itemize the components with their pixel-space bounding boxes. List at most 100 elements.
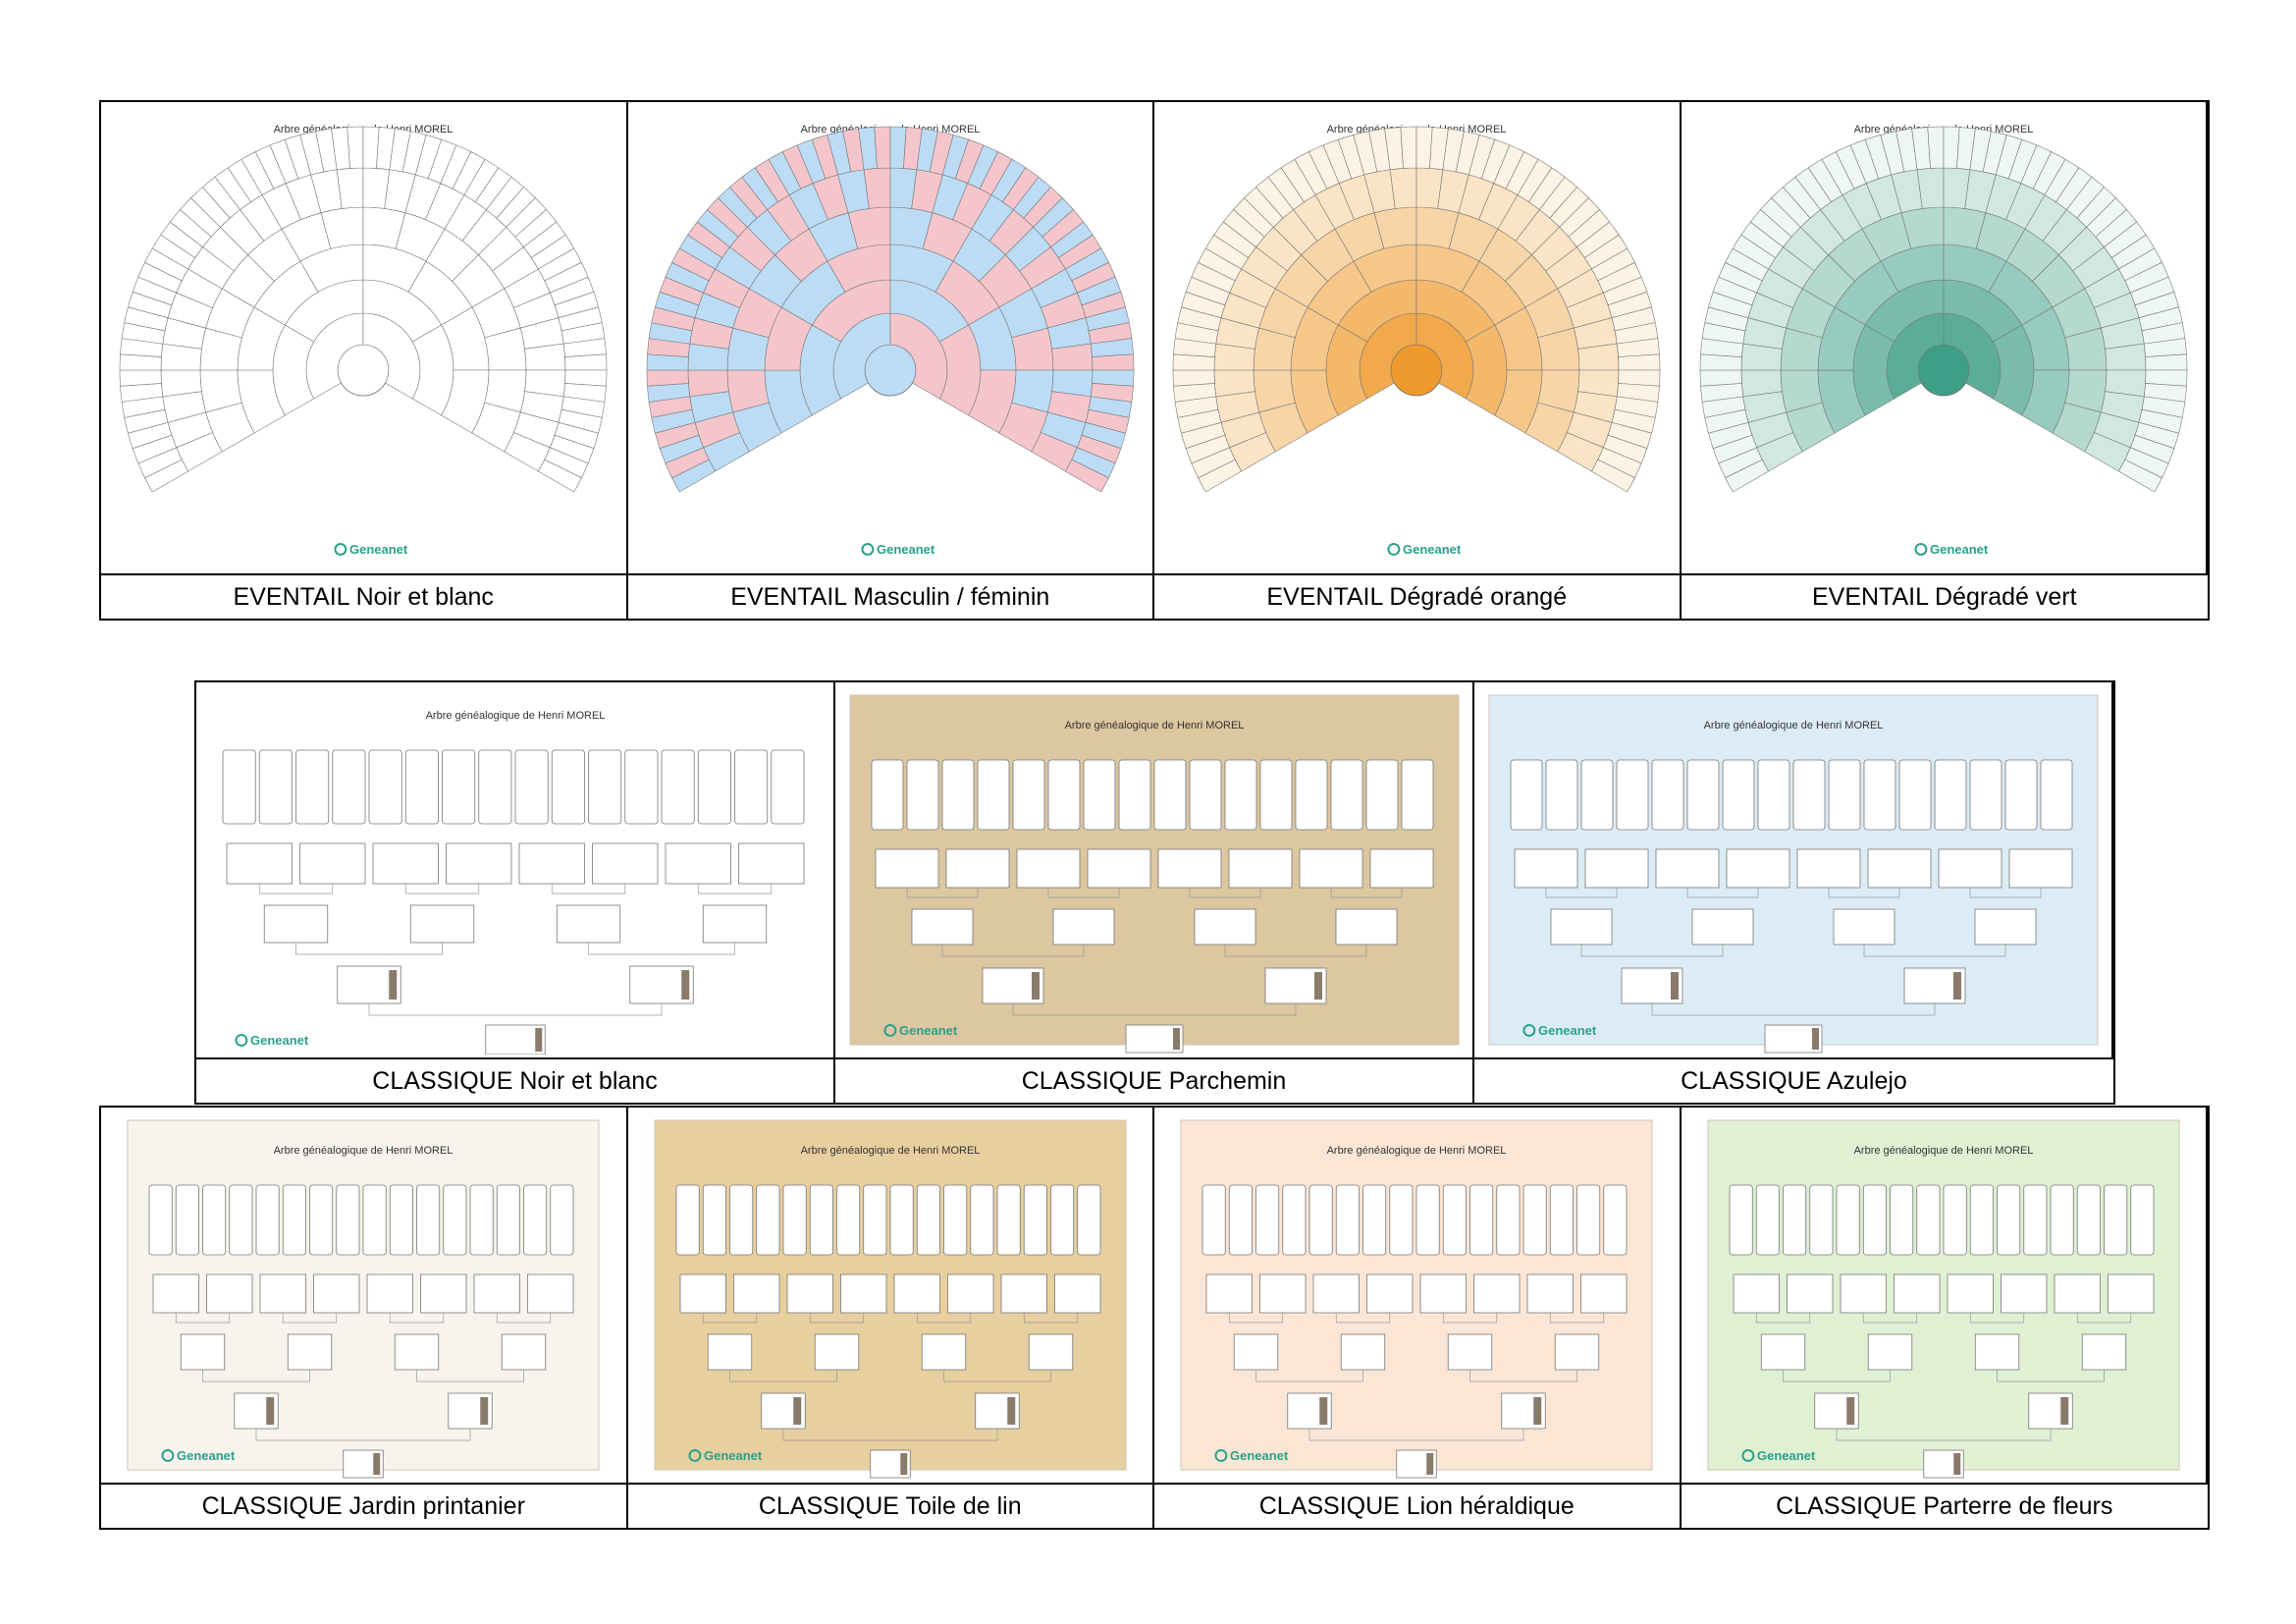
classique-thumb-lion-heraldique[interactable]: Arbre généalogique de Henri MOREL Geneane… <box>1154 1108 1682 1483</box>
ancestor-card-gen4 <box>1729 1184 1753 1256</box>
ancestor-card-gen3 <box>152 1273 200 1314</box>
ancestor-card-gen4 <box>733 749 768 825</box>
ancestor-card-gen4 <box>2004 759 2037 831</box>
ancestor-card-gen4 <box>1362 1184 1387 1256</box>
ancestor-card-gen4 <box>1550 1184 1575 1256</box>
classique-thumb-parchemin[interactable]: Arbre généalogique de Henri MOREL Geneane… <box>835 682 1474 1057</box>
connector-line <box>497 1313 552 1324</box>
geneanet-brand: Geneanet <box>349 542 408 557</box>
connector-line <box>1651 1003 1935 1016</box>
ancestor-card-gen4 <box>1651 759 1683 831</box>
ancestor-card-gen4 <box>404 749 439 825</box>
ancestor-card-gen4 <box>1224 759 1256 831</box>
connector-line <box>782 1429 998 1441</box>
connector-line <box>1836 1429 2052 1441</box>
ancestor-card-gen4 <box>1330 759 1362 831</box>
ancestor-card-gen4 <box>1545 759 1577 831</box>
caption-classique-parchemin: CLASSIQUE Parchemin <box>835 1057 1474 1103</box>
classique-thumb-noir-et-blanc[interactable]: Arbre généalogique de Henri MOREL Geneane… <box>196 682 835 1057</box>
ancestor-card-gen4 <box>523 1184 548 1256</box>
ancestor-card-gen4 <box>1118 759 1150 831</box>
classique-thumb-parterre-de-fleurs[interactable]: Arbre généalogique de Henri MOREL Geneane… <box>1682 1108 2208 1483</box>
ancestor-card-gen4 <box>255 1184 280 1256</box>
ancestor-card-gen2 <box>1194 908 1255 946</box>
ancestor-card-gen4 <box>1023 1184 1047 1256</box>
caption-eventail-noir-et-blanc: EVENTAIL Noir et blanc <box>101 573 628 619</box>
ancestor-card-gen2 <box>814 1333 859 1371</box>
ancestor-card-gen3 <box>1938 848 2002 889</box>
fan-ancestor-segment <box>119 369 163 387</box>
tree-background <box>200 685 829 1055</box>
connector-line <box>1330 888 1402 898</box>
ancestor-card-gen3 <box>1000 1273 1047 1314</box>
geneanet-logo: Geneanet <box>882 1023 957 1038</box>
eventail-thumb-0[interactable]: Arbre généalogique de Henri MORELGeneane… <box>101 102 628 573</box>
connector-line <box>1863 945 2005 957</box>
eventail-thumb-1[interactable]: Arbre généalogique de Henri MORELGeneane… <box>628 102 1154 573</box>
classique-thumb-toile-de-lin[interactable]: Arbre généalogique de Henri MOREL Geneane… <box>628 1108 1154 1483</box>
connector-line <box>2076 1313 2131 1324</box>
ancestor-card-gen4 <box>1898 759 1931 831</box>
ancestor-card-gen4 <box>1153 759 1186 831</box>
eventail-thumb-3[interactable]: Arbre généalogique de Henri MORELGeneane… <box>1682 102 2208 573</box>
ancestor-card-gen4 <box>1401 759 1433 831</box>
classique-thumb-jardin-printanier[interactable]: Arbre généalogique de Henri MOREL Geneane… <box>101 1108 628 1483</box>
ancestor-card-gen4 <box>331 749 365 825</box>
ancestor-card-gen4 <box>1077 1184 1101 1256</box>
ancestor-card-gen4 <box>441 749 475 825</box>
tree-title: Arbre généalogique de Henri MOREL <box>1703 720 1883 731</box>
ancestor-card-gen4 <box>368 749 402 825</box>
ancestor-card-gen4 <box>1229 1184 1254 1256</box>
caption-eventail-degrade-vert: EVENTAIL Dégradé vert <box>1681 573 2208 619</box>
ancestor-card-gen3 <box>366 1273 414 1314</box>
ancestor-card-gen4 <box>1828 759 1860 831</box>
ancestor-card-gen4 <box>1083 759 1115 831</box>
ancestor-card-gen3 <box>372 842 439 885</box>
eventail-thumb-2[interactable]: Arbre généalogique de Henri MORELGeneane… <box>1154 102 1682 573</box>
geneanet-logo-icon <box>1522 1023 1535 1037</box>
ancestor-card-gen3 <box>2054 1273 2101 1314</box>
ancestor-card-gen3 <box>839 1273 887 1314</box>
ancestor-card-gen3 <box>1228 848 1292 889</box>
ancestor-card-gen4 <box>1755 1184 1780 1256</box>
geneanet-logo-icon <box>688 1448 702 1462</box>
ancestor-card-gen4 <box>283 1184 307 1256</box>
ancestor-card-gen3 <box>1655 848 1719 889</box>
ancestor-card-gen4 <box>202 1184 227 1256</box>
ancestor-card-gen4 <box>702 1184 726 1256</box>
ancestor-card-gen3 <box>732 1273 780 1314</box>
ancestor-card-gen2 <box>1867 1333 1912 1371</box>
connector-line <box>728 1370 837 1382</box>
ancestor-card-gen4 <box>970 1184 994 1256</box>
fan-ancestor-segment <box>564 353 608 371</box>
geneanet-brand: Geneanet <box>177 1448 236 1463</box>
portrait-photo <box>1811 1028 1819 1050</box>
portrait-photo <box>900 1453 907 1475</box>
ancestor-card-gen4 <box>1862 1184 1887 1256</box>
fan-ancestor-segment <box>874 126 891 169</box>
ancestor-card-gen4 <box>1916 1184 1941 1256</box>
geneanet-logo: Geneanet <box>234 1033 308 1048</box>
ancestor-card-gen3 <box>1514 848 1577 889</box>
ancestor-card-gen3 <box>1726 848 1789 889</box>
connector-line <box>1469 1370 1578 1382</box>
ancestor-card-gen4 <box>1049 1184 1074 1256</box>
ancestor-card-gen2 <box>702 904 767 944</box>
ancestor-card-gen2 <box>1550 908 1612 946</box>
geneanet-logo: Geneanet <box>861 542 935 557</box>
ancestor-card-gen4 <box>1603 1184 1628 1256</box>
classique-thumb-azulejo[interactable]: Arbre généalogique de Henri MOREL Geneane… <box>1474 682 2113 1057</box>
ancestor-card-gen4 <box>222 749 256 825</box>
ancestor-card-gen3 <box>1893 1273 1941 1314</box>
geneanet-logo-icon <box>882 1023 896 1037</box>
tree-chart-jardin-printanier: Arbre généalogique de Henri MOREL Geneane… <box>127 1119 600 1479</box>
fan-ancestor-segment <box>1699 369 1742 387</box>
geneanet-logo-icon <box>1741 1448 1755 1462</box>
ancestor-card-gen2 <box>181 1333 226 1371</box>
ancestor-card-gen3 <box>1473 1273 1521 1314</box>
portrait-photo <box>1953 1453 1960 1475</box>
geneanet-brand: Geneanet <box>1403 542 1462 557</box>
ancestor-card-gen4 <box>1836 1184 1860 1256</box>
ancestor-card-gen4 <box>1792 759 1825 831</box>
ancestor-card-gen3 <box>313 1273 360 1314</box>
